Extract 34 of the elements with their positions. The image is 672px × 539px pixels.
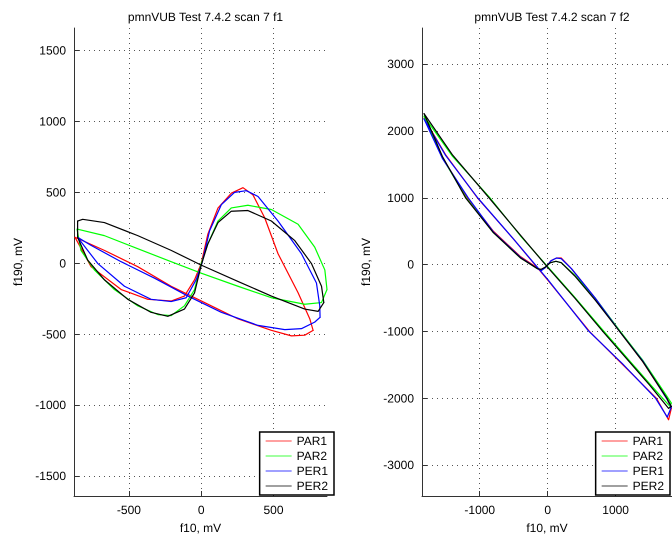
x-axis-title: f10, mV	[180, 521, 222, 535]
y-tick-label: 1000	[39, 114, 66, 129]
x-tick-label: 500	[263, 503, 284, 517]
y-tick-label: -1000	[383, 324, 414, 339]
legend-label: PER1	[296, 464, 328, 478]
x-tick-label: -1000	[464, 503, 496, 517]
legend-label: PAR1	[296, 434, 328, 448]
y-tick-label: 1500	[39, 44, 66, 58]
y-tick-label: -500	[42, 327, 66, 342]
y-tick-label: 3000	[387, 57, 414, 72]
x-tick-label: 1000	[602, 503, 630, 517]
legend-label: PAR2	[296, 449, 328, 463]
y-axis-title: f190, mV	[359, 238, 373, 286]
y-tick-label: 0	[407, 258, 414, 272]
y-tick-label: -1500	[35, 469, 66, 484]
y-tick-label: -3000	[383, 458, 414, 472]
y-tick-label: 0	[59, 256, 66, 270]
y-tick-label: 500	[46, 186, 66, 200]
legend-label: PER2	[296, 479, 328, 493]
x-tick-label: 0	[544, 503, 552, 517]
y-tick-label: -1000	[35, 398, 66, 412]
y-tick-label: 1000	[387, 190, 414, 205]
y-tick-label: 2000	[387, 124, 414, 138]
legend-label: PAR1	[632, 434, 664, 448]
legend-label: PER1	[632, 464, 664, 478]
legend-label: PAR2	[632, 449, 664, 463]
legend-label: PER2	[632, 479, 664, 493]
y-tick-label: -2000	[383, 391, 414, 406]
y-axis-title: f190, mV	[11, 238, 25, 286]
x-tick-label: -500	[116, 503, 142, 517]
chart-title: pmnVUB Test 7.4.2 scan 7 f1	[128, 10, 284, 24]
x-axis-title: f10, mV	[526, 521, 568, 535]
chart-title: pmnVUB Test 7.4.2 scan 7 f2	[474, 10, 630, 24]
x-tick-label: 0	[198, 503, 205, 517]
